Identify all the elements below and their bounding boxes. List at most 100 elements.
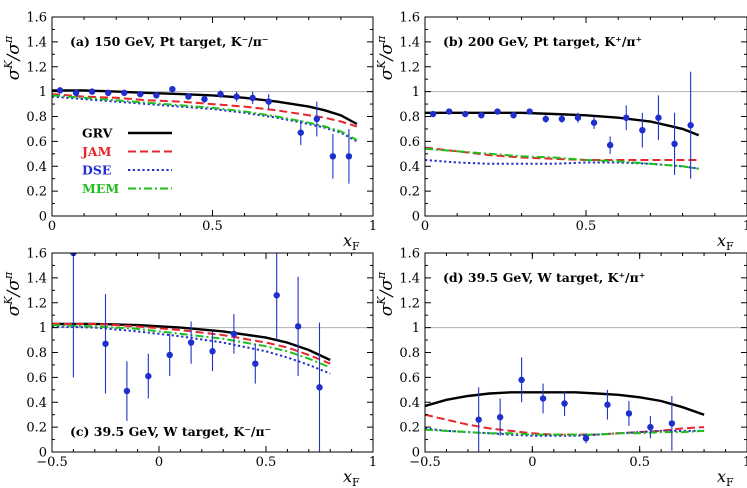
data-point [539,395,547,402]
data-point [217,90,224,98]
series-jam [52,322,331,365]
data-point [294,323,302,330]
x-tick-label: 0.5 [256,455,277,470]
series-mem [425,147,699,170]
x-tick-label: −0.5 [36,455,68,470]
y-tick-label: 1 [412,85,420,100]
x-axis-label: xF [343,231,360,253]
y-tick-label: 0.8 [399,346,420,361]
y-tick-label: 0.6 [26,371,47,386]
data-points [475,357,676,452]
series-grv [52,322,331,362]
panel-title: (c) 39.5 GeV, W target, K⁻/π⁻ [70,424,271,439]
legend-label-mem: MEM [82,181,119,196]
x-axis-label: xF [717,467,734,488]
y-tick-label: 0.2 [26,185,47,200]
data-point [187,339,195,346]
y-axis-label: σK/σπ [375,35,397,80]
data-point [623,114,630,121]
y-tick-label: 1.4 [399,35,420,50]
data-point [445,108,453,115]
y-tick-label: 0.2 [26,421,47,436]
data-point [249,94,256,102]
data-point [496,413,504,421]
data-point [316,384,323,391]
data-point [582,435,590,442]
data-point [201,95,208,103]
curves [52,322,331,375]
data-point [209,348,216,355]
y-tick-label: 1.4 [399,271,420,286]
data-point [518,376,525,384]
data-point [104,89,112,97]
x-tick-label: 0.5 [629,455,650,470]
data-point [72,89,80,97]
y-tick-label: 1 [412,321,420,336]
data-point [313,115,321,123]
data-point [462,110,469,118]
y-tick-label: 1.6 [26,11,47,26]
y-tick-label: 0.6 [399,371,420,386]
series-mem [52,94,358,141]
x-tick-label: 0 [528,455,536,470]
x-tick-label: 0 [421,219,429,234]
data-point [671,140,678,148]
y-tick-label: 0.2 [399,421,420,436]
data-point [604,401,611,408]
data-point [639,126,646,134]
y-axis-label: σK/σπ [375,271,397,316]
y-tick-label: 0.8 [26,346,47,361]
data-point [329,153,337,160]
data-point [169,85,176,93]
data-point [56,87,64,94]
y-tick-label: 0 [412,446,420,461]
panel-title: (a) 150 GeV, Pt target, K⁻/π⁻ [70,34,269,49]
x-tick-label: −0.5 [409,455,441,470]
series-dse [425,427,705,437]
x-tick-label: 0.5 [576,219,597,234]
y-tick-label: 0.8 [399,110,420,125]
data-point [590,119,598,126]
panel-d: 00.20.40.60.811.21.41.6−0.500.51σK/σπxF(… [375,247,747,488]
series-dse [52,95,358,143]
data-point [233,93,240,100]
data-point [273,292,280,299]
series-jam [425,413,705,436]
y-tick-label: 0.4 [26,396,47,411]
data-point [297,129,304,136]
data-point [345,153,353,160]
data-point [494,108,501,115]
panel-c: 00.20.40.60.811.21.41.6−0.5 0 0.5 1σK/σπxF(… [2,247,377,488]
x-tick-label: 1 [369,455,377,470]
panel-b: 0 0.2 0.4 0.6 0.8 1 1.2 1.4 1.6 0 0.5 1 σK/σπ xF (b) 2… [375,11,747,253]
legend-label-jam: JAM [81,144,112,159]
y-tick-label: 1.6 [399,247,420,262]
y-tick-label: 1.2 [399,60,420,75]
y-tick-label: 1.6 [26,247,47,262]
data-point [606,141,614,149]
x-tick-label: 0 [48,219,56,234]
data-point [88,88,96,95]
y-tick-label: 1.6 [399,11,420,26]
y-tick-label: 1.2 [26,60,47,75]
data-point [475,416,482,423]
y-tick-label: 0.4 [399,160,420,175]
y-tick-label: 1.4 [26,271,47,286]
y-tick-label: 0.4 [399,396,420,411]
data-point [561,400,568,407]
data-point [668,420,676,427]
data-point [123,387,131,395]
data-point [655,114,662,121]
panel-title: (d) 39.5 GeV, W target, K⁺/π⁺ [443,270,645,285]
data-point [687,122,694,129]
data-point [265,98,272,105]
panel-a: 0 0.2 0.4 0.6 0.8 1 1.2 1.4 1.6 0 0.5 1 σK/σπ xF (a) 1… [2,11,377,254]
y-tick-label: 0 [412,210,420,225]
series-mem [52,324,331,369]
data-point [510,112,517,119]
data-point [647,423,654,431]
data-point [230,330,238,338]
data-point [153,92,160,99]
data-point [145,372,152,380]
